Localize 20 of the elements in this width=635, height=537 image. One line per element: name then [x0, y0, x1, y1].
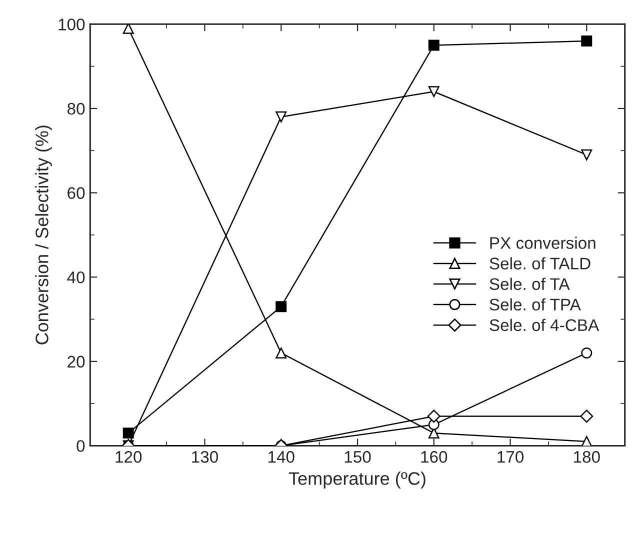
legend-label: Sele. of TA: [490, 278, 570, 290]
x-tick-label: 150: [344, 451, 371, 463]
y-tick-label: 40: [67, 271, 85, 284]
y-tick-label: 80: [67, 102, 85, 115]
y-axis-title: Conversion / Selectivity (%): [35, 126, 52, 344]
legend-label: Sele. of TPA: [490, 298, 581, 311]
x-tick-label: 120: [116, 451, 142, 463]
x-tick-label: 170: [498, 451, 524, 463]
y-tick-label: 100: [58, 18, 85, 30]
legend-label: Sele. of 4-CBA: [490, 318, 600, 332]
x-tick-label: 130: [192, 451, 218, 463]
y-tick-label: 60: [68, 187, 85, 199]
x-tick-label: 160: [421, 451, 448, 463]
legend-label: Sele. of TALD: [490, 257, 590, 270]
x-tick-label: 140: [268, 451, 294, 463]
y-tick-label: 20: [68, 356, 85, 368]
x-tick-label: 180: [574, 451, 600, 463]
legend-label: PX conversion: [490, 236, 596, 249]
x-axis-title: Temperature (ºC): [288, 472, 426, 488]
y-tick-label: 0: [76, 440, 85, 452]
